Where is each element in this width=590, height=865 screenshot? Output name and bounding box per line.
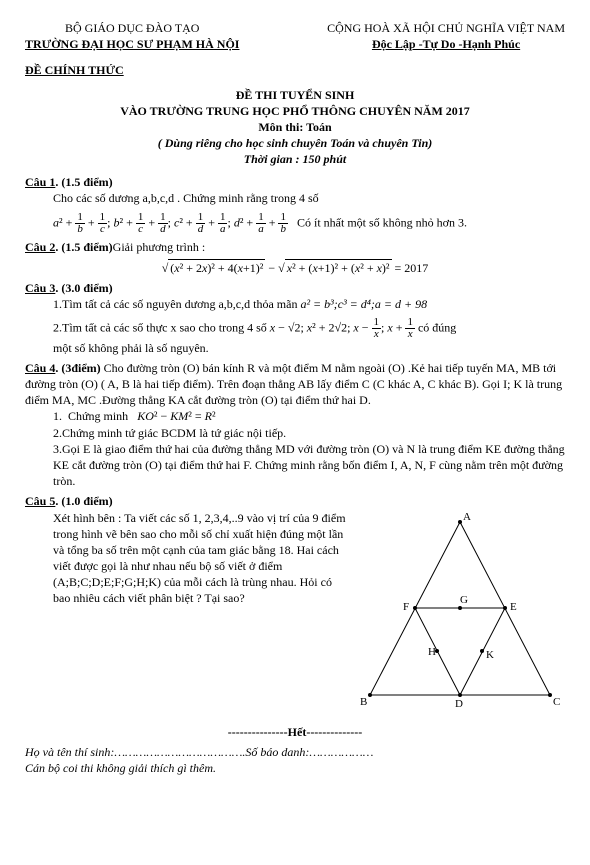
q5-points: . (1.0 điểm) [55, 494, 112, 508]
republic: CỘNG HOÀ XÃ HỘI CHỦ NGHĨA VIỆT NAM [327, 20, 565, 36]
q3-part2: 2.Tìm tất cả các số thực x sao cho trong… [53, 317, 565, 340]
triangle-diagram: A B C D E F G H K [355, 510, 565, 710]
title-note: ( Dùng riêng cho học sinh chuyên Toán và… [25, 135, 565, 151]
title-time: Thời gian : 150 phút [25, 151, 565, 167]
label-g: G [460, 594, 468, 606]
label-k: K [486, 649, 494, 661]
q1-formula: a² + 1b + 1c; b² + 1c + 1d; c² + 1d + 1a… [53, 212, 565, 235]
q5-figure: A B C D E F G H K [355, 510, 565, 714]
q3-points: . (3.0 điểm) [55, 281, 112, 295]
header-left: BỘ GIÁO DỤC ĐÀO TẠO TRƯỜNG ĐẠI HỌC SƯ PH… [25, 20, 239, 52]
school: TRƯỜNG ĐẠI HỌC SƯ PHẠM HÀ NỘI [25, 36, 239, 52]
header: BỘ GIÁO DỤC ĐÀO TẠO TRƯỜNG ĐẠI HỌC SƯ PH… [25, 20, 565, 52]
q4-part1: 1. Chứng minh KO² − KM² = R² [53, 408, 565, 424]
q1-points: . (1.5 điểm) [55, 175, 112, 189]
candidate-name: Họ và tên thí sinh:……………………………….Số báo d… [25, 744, 565, 760]
label-h: H [428, 646, 436, 658]
q4-part3: 3.Gọi E là giao điểm thứ hai của đường t… [53, 441, 565, 490]
label-f: F [403, 601, 409, 613]
q4-points: . (3điểm) [55, 361, 100, 375]
q3-p2end: có đúng [418, 320, 456, 334]
q1-text: Cho các số dương a,b,c,d . Chứng minh rằ… [53, 190, 565, 206]
title-line1: ĐỀ THI TUYỂN SINH [25, 87, 565, 103]
label-a: A [463, 511, 471, 523]
q2-points: . (1.5 điểm) [55, 240, 112, 254]
question-3: Câu 3. (3.0 điểm) 1.Tìm tất cả các số ng… [25, 280, 565, 356]
question-4: Câu 4. (3điểm) Cho đường tròn (O) bán kí… [25, 360, 565, 490]
q3-part1: 1.Tìm tất cả các số nguyên dương a,b,c,d… [53, 296, 565, 312]
q5-text: Xét hình bên : Ta viết các số 1, 2,3,4,.… [53, 510, 355, 714]
title-line2: VÀO TRƯỜNG TRUNG HỌC PHỔ THÔNG CHUYÊN NĂ… [25, 103, 565, 119]
q3-p2c: một số không phải là số nguyên. [53, 340, 565, 356]
ministry: BỘ GIÁO DỤC ĐÀO TẠO [25, 20, 239, 36]
q4-label: Câu 4 [25, 361, 55, 375]
q2-formula: √(x² + 2x)² + 4(x+1)² − √x² + (x+1)² + (… [25, 259, 565, 276]
q4-part2: 2.Chứng minh tứ giác BCDM là tứ giác nội… [53, 425, 565, 441]
header-right: CỘNG HOÀ XÃ HỘI CHỦ NGHĨA VIỆT NAM Độc L… [327, 20, 565, 52]
label-b: B [360, 696, 367, 708]
q2-label: Câu 2 [25, 240, 55, 254]
question-1: Câu 1. (1.5 điểm) Cho các số dương a,b,c… [25, 174, 565, 235]
end-line: ---------------Hết-------------- [25, 724, 565, 740]
title-subject: Môn thi: Toán [25, 119, 565, 135]
proctor-note: Cán bộ coi thi không giải thích gì thêm. [25, 760, 565, 776]
label-d: D [455, 698, 463, 710]
q3-label: Câu 3 [25, 281, 55, 295]
motto: Độc Lập -Tự Do -Hạnh Phúc [327, 36, 565, 52]
q2-text: Giải phương trình : [113, 240, 206, 254]
q4-intro: Cho đường tròn (O) bán kính R và một điể… [25, 361, 562, 407]
q3-p1b: a² = b³;c³ = d⁴;a = d + 98 [300, 297, 427, 311]
q3-p2a: 2.Tìm tất cả các số thực x sao cho trong… [53, 320, 270, 334]
q1-label: Câu 1 [25, 175, 55, 189]
label-e: E [510, 601, 517, 613]
official-text: ĐỀ CHÍNH THỨC [25, 63, 124, 77]
q1-tail: Có ít nhất một số không nhỏ hơn 3. [297, 215, 467, 229]
question-2: Câu 2. (1.5 điểm)Giải phương trình : √(x… [25, 239, 565, 276]
label-c: C [553, 696, 560, 708]
question-5: Câu 5. (1.0 điểm) Xét hình bên : Ta viết… [25, 493, 565, 713]
title-block: ĐỀ THI TUYỂN SINH VÀO TRƯỜNG TRUNG HỌC P… [25, 87, 565, 168]
q5-label: Câu 5 [25, 494, 55, 508]
q3-p1a: 1.Tìm tất cả các số nguyên dương a,b,c,d… [53, 297, 300, 311]
official-label: ĐỀ CHÍNH THỨC [25, 62, 565, 78]
